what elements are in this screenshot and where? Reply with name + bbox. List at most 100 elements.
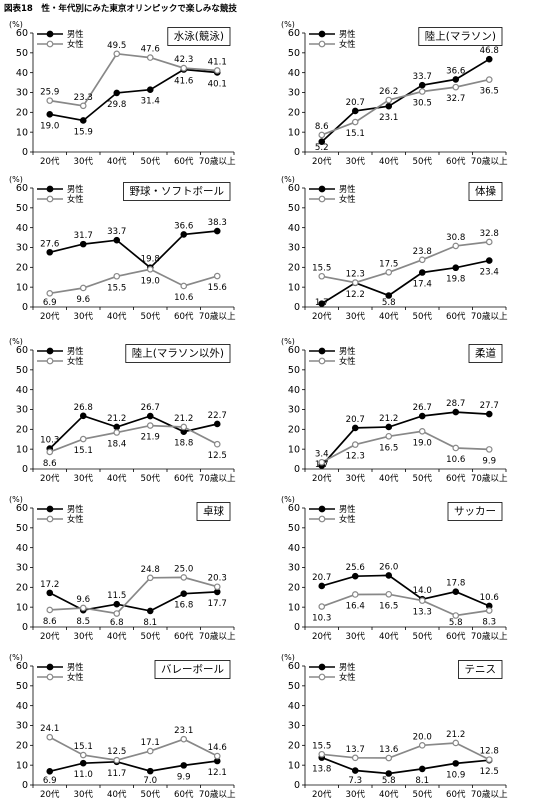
data-label-female: 19.0 bbox=[141, 276, 160, 286]
x-tick-label: 30代 bbox=[73, 789, 93, 800]
legend-marker-male bbox=[46, 185, 54, 193]
data-point-male bbox=[485, 410, 493, 418]
data-label-male: 19.0 bbox=[40, 121, 59, 131]
data-label-male: 18.8 bbox=[174, 439, 193, 449]
series-line-female bbox=[321, 241, 490, 284]
series-line-female bbox=[321, 742, 490, 761]
data-label-female: 16.5 bbox=[379, 601, 398, 611]
data-point-female bbox=[213, 752, 221, 760]
data-point-male bbox=[180, 590, 188, 597]
x-tick-label: 50代 bbox=[140, 789, 160, 800]
data-label-female: 32.8 bbox=[480, 229, 499, 239]
data-label-female: 23.3 bbox=[74, 93, 93, 103]
y-tick-label: 60 bbox=[288, 345, 300, 356]
data-point-female bbox=[46, 290, 54, 297]
data-point-female bbox=[385, 754, 393, 762]
legend-label-female: 女性 bbox=[67, 514, 84, 524]
chart-title: サッカー bbox=[454, 506, 496, 518]
x-tick-label: 40代 bbox=[107, 631, 127, 642]
x-tick-label: 20代 bbox=[40, 631, 60, 642]
data-label-female: 6.8 bbox=[110, 618, 124, 628]
data-point-male bbox=[418, 765, 426, 773]
data-point-male bbox=[213, 420, 221, 428]
data-label-male: 26.0 bbox=[379, 562, 398, 572]
x-tick-label: 30代 bbox=[73, 156, 93, 167]
data-label-male: 7.3 bbox=[348, 776, 362, 786]
x-tick-label: 50代 bbox=[140, 631, 160, 642]
x-tick-label: 30代 bbox=[73, 631, 93, 642]
legend-label-male: 男性 bbox=[339, 662, 356, 672]
data-point-female bbox=[452, 444, 460, 452]
data-point-male bbox=[452, 76, 460, 83]
x-tick-label: 30代 bbox=[345, 473, 365, 484]
x-tick-label: 60代 bbox=[174, 631, 194, 642]
data-label-female: 12.3 bbox=[346, 452, 365, 462]
data-point-male bbox=[46, 768, 54, 775]
x-tick-label: 40代 bbox=[379, 156, 399, 167]
y-tick-label: 20 bbox=[288, 108, 300, 119]
data-point-female bbox=[146, 266, 154, 273]
data-point-female bbox=[113, 50, 121, 58]
data-point-male bbox=[385, 770, 393, 777]
chart-title-box: 卓球 bbox=[196, 502, 231, 521]
data-point-female bbox=[146, 54, 154, 61]
data-label-female: 20.3 bbox=[208, 574, 227, 584]
data-point-male bbox=[113, 600, 121, 608]
chart-title-frame bbox=[123, 182, 231, 201]
y-axis-unit: (%) bbox=[9, 495, 23, 504]
y-tick-label: 60 bbox=[288, 183, 300, 194]
legend-label-male: 男性 bbox=[339, 346, 356, 356]
data-label-male: 38.3 bbox=[208, 218, 227, 228]
legend-marker-male bbox=[318, 663, 326, 671]
y-tick-label: 40 bbox=[288, 223, 300, 234]
data-point-male bbox=[46, 248, 54, 256]
legend-marker-female bbox=[318, 515, 326, 523]
chart-8: 0 10 20 30 40 50 60(%) 20代 30代 40代 50代 60代 70歳以上 サッカー… bbox=[281, 495, 508, 642]
x-tick-label: 50代 bbox=[412, 789, 432, 800]
legend-marker-male bbox=[318, 185, 326, 193]
series-line-male bbox=[49, 68, 218, 122]
x-tick-label: 60代 bbox=[446, 631, 466, 642]
data-point-female bbox=[485, 756, 493, 763]
x-tick-label: 60代 bbox=[174, 156, 194, 167]
data-label-female: 32.7 bbox=[446, 94, 465, 104]
y-tick-label: 40 bbox=[16, 385, 28, 396]
data-label-female: 12.5 bbox=[107, 747, 126, 757]
data-point-female bbox=[180, 735, 188, 743]
data-label-male: 31.4 bbox=[141, 97, 160, 107]
data-point-female bbox=[180, 423, 188, 431]
legend-label-female: 女性 bbox=[67, 672, 84, 682]
data-label-female: 14.6 bbox=[208, 743, 227, 753]
legend-marker-female bbox=[318, 673, 326, 681]
data-label-female: 17.5 bbox=[379, 259, 398, 269]
data-point-female bbox=[418, 597, 426, 604]
data-label-female: 5.8 bbox=[449, 618, 463, 628]
series-line-female bbox=[49, 268, 218, 295]
chart-title-frame bbox=[468, 344, 503, 363]
x-tick-label: 20代 bbox=[312, 789, 332, 800]
data-label-female: 6.9 bbox=[43, 298, 57, 308]
chart-title-frame bbox=[125, 344, 231, 363]
y-tick-label: 0 bbox=[294, 302, 300, 313]
data-point-female bbox=[213, 272, 221, 280]
data-label-female: 24.8 bbox=[141, 565, 160, 575]
y-tick-label: 10 bbox=[16, 444, 28, 455]
y-axis-unit: (%) bbox=[9, 20, 23, 29]
y-tick-label: 30 bbox=[16, 405, 28, 416]
x-tick-label: 70歳以上 bbox=[471, 472, 508, 484]
data-label-female: 15.1 bbox=[346, 129, 365, 139]
data-point-male bbox=[146, 86, 154, 94]
data-label-male: 31.7 bbox=[74, 231, 93, 241]
data-label-female: 16.4 bbox=[346, 601, 365, 611]
data-point-female bbox=[485, 238, 493, 246]
legend-label-female: 女性 bbox=[339, 39, 356, 49]
y-axis-unit: (%) bbox=[9, 175, 23, 184]
x-tick-label: 50代 bbox=[412, 156, 432, 167]
y-tick-label: 40 bbox=[16, 68, 28, 79]
x-tick-label: 50代 bbox=[412, 311, 432, 322]
x-tick-label: 40代 bbox=[107, 789, 127, 800]
data-point-female bbox=[213, 67, 221, 74]
data-point-male bbox=[385, 292, 393, 299]
legend-label-female: 女性 bbox=[67, 39, 84, 49]
